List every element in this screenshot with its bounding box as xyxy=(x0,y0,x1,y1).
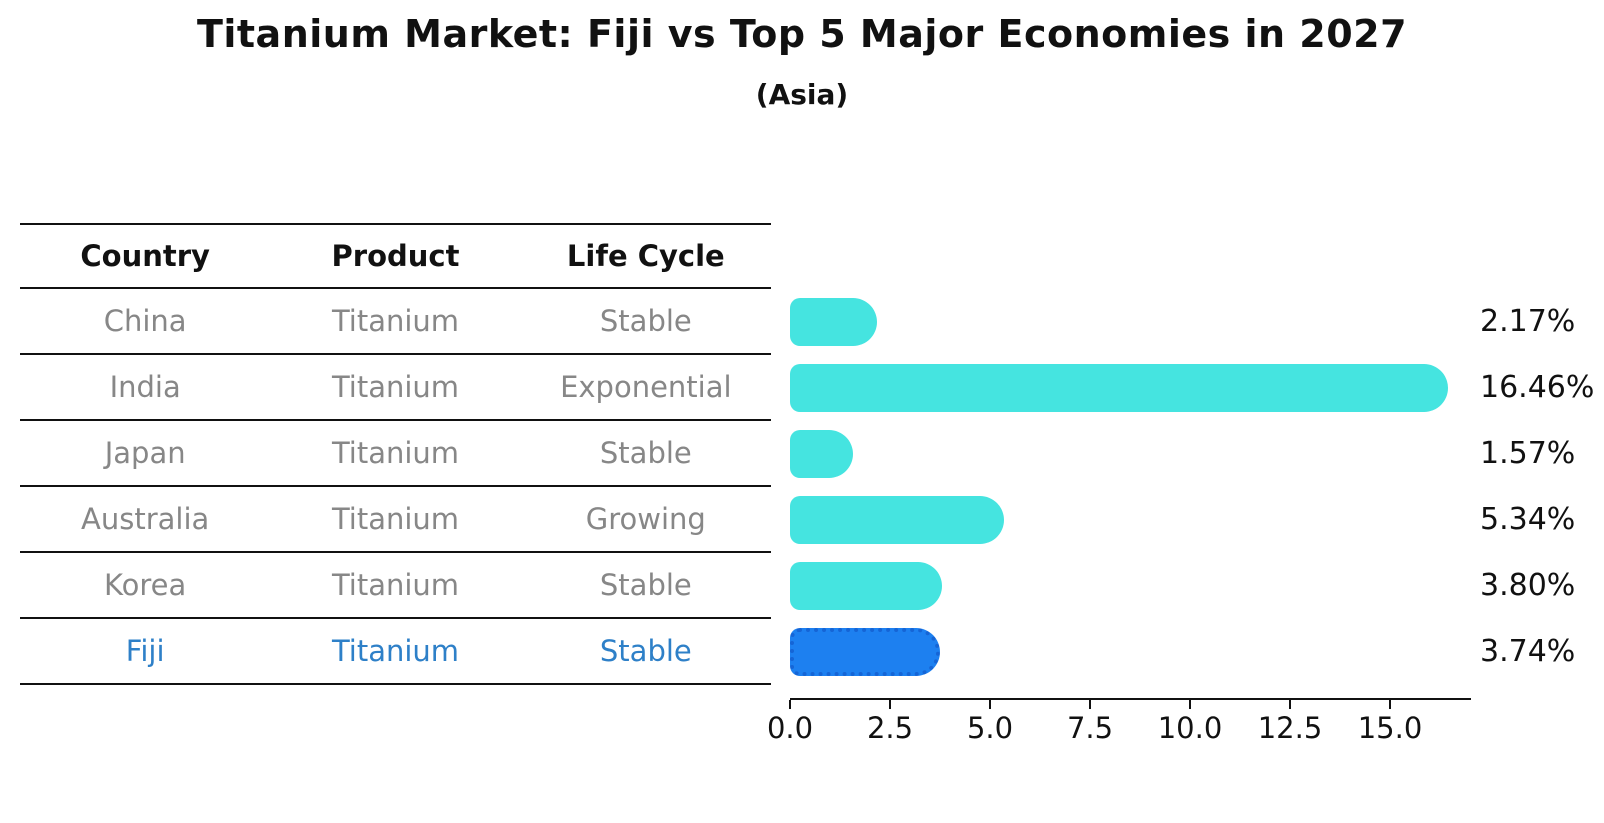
x-tick-label: 10.0 xyxy=(1157,711,1223,745)
x-tick-label: 15.0 xyxy=(1357,711,1423,745)
x-axis-line xyxy=(790,698,1471,700)
x-tick-label: 7.5 xyxy=(1066,711,1114,745)
bar-korea xyxy=(790,562,942,610)
value-label-india: 16.46% xyxy=(1480,370,1595,405)
bar-plot-area xyxy=(790,289,1470,685)
x-tick-label: 12.5 xyxy=(1257,711,1323,745)
x-tick-label: 5.0 xyxy=(966,711,1014,745)
table-row-korea: Korea Titanium Stable xyxy=(20,553,771,619)
bar-japan xyxy=(790,430,853,478)
cell-product: Titanium xyxy=(331,634,460,668)
value-label-korea: 3.80% xyxy=(1480,568,1576,603)
table-header-row: Country Product Life Cycle xyxy=(20,223,771,289)
cell-country: Korea xyxy=(104,568,187,602)
value-label-china: 2.17% xyxy=(1480,304,1576,339)
table-body: China Titanium Stable India Titanium Exponent… xyxy=(20,289,771,685)
x-tick-mark xyxy=(1089,700,1091,709)
table-row-japan: Japan Titanium Stable xyxy=(20,421,771,487)
cell-product: Titanium xyxy=(331,568,460,602)
x-tick-label: 2.5 xyxy=(866,711,914,745)
table-row-china: China Titanium Stable xyxy=(20,289,771,355)
cell-life-cycle: Exponential xyxy=(560,370,732,404)
bar-row-korea xyxy=(790,553,1470,619)
cell-product: Titanium xyxy=(331,304,460,338)
bar-row-australia xyxy=(790,487,1470,553)
x-tick-mark xyxy=(1289,700,1291,709)
x-tick-mark xyxy=(889,700,891,709)
x-tick-mark xyxy=(1189,700,1191,709)
bar-fiji xyxy=(790,628,940,676)
x-tick-mark xyxy=(789,700,791,709)
bar-row-japan xyxy=(790,421,1470,487)
cell-product: Titanium xyxy=(331,502,460,536)
cell-life-cycle: Stable xyxy=(599,634,692,668)
value-label-australia: 5.34% xyxy=(1480,502,1576,537)
cell-country: China xyxy=(103,304,187,338)
bar-row-china xyxy=(790,289,1470,355)
bar-australia xyxy=(790,496,1004,544)
chart-subtitle: (Asia) xyxy=(755,78,849,111)
x-tick-mark xyxy=(1389,700,1391,709)
cell-life-cycle: Stable xyxy=(599,568,692,602)
value-label-fiji: 3.74% xyxy=(1480,634,1576,669)
bar-row-fiji xyxy=(790,619,1470,685)
column-header-life-cycle: Life Cycle xyxy=(566,239,725,273)
column-header-country: Country xyxy=(80,239,210,273)
country-table: Country Product Life Cycle China Titanium… xyxy=(20,223,771,685)
chart-title: Titanium Market: Fiji vs Top 5 Major Eco… xyxy=(196,12,1408,56)
cell-life-cycle: Growing xyxy=(585,502,706,536)
x-tick-label: 0.0 xyxy=(766,711,814,745)
table-row-india: India Titanium Exponential xyxy=(20,355,771,421)
cell-life-cycle: Stable xyxy=(599,436,692,470)
x-tick-mark xyxy=(989,700,991,709)
table-row-fiji: Fiji Titanium Stable xyxy=(20,619,771,685)
value-label-japan: 1.57% xyxy=(1480,436,1576,471)
cell-product: Titanium xyxy=(331,370,460,404)
cell-product: Titanium xyxy=(331,436,460,470)
bar-row-india xyxy=(790,355,1470,421)
bar-china xyxy=(790,298,877,346)
table-row-australia: Australia Titanium Growing xyxy=(20,487,771,553)
cell-country: Japan xyxy=(104,436,186,470)
cell-life-cycle: Stable xyxy=(599,304,692,338)
cell-country: India xyxy=(109,370,181,404)
cell-country: Australia xyxy=(81,502,210,536)
bar-india xyxy=(790,364,1449,412)
cell-country: Fiji xyxy=(125,634,165,668)
column-header-product: Product xyxy=(331,239,460,273)
